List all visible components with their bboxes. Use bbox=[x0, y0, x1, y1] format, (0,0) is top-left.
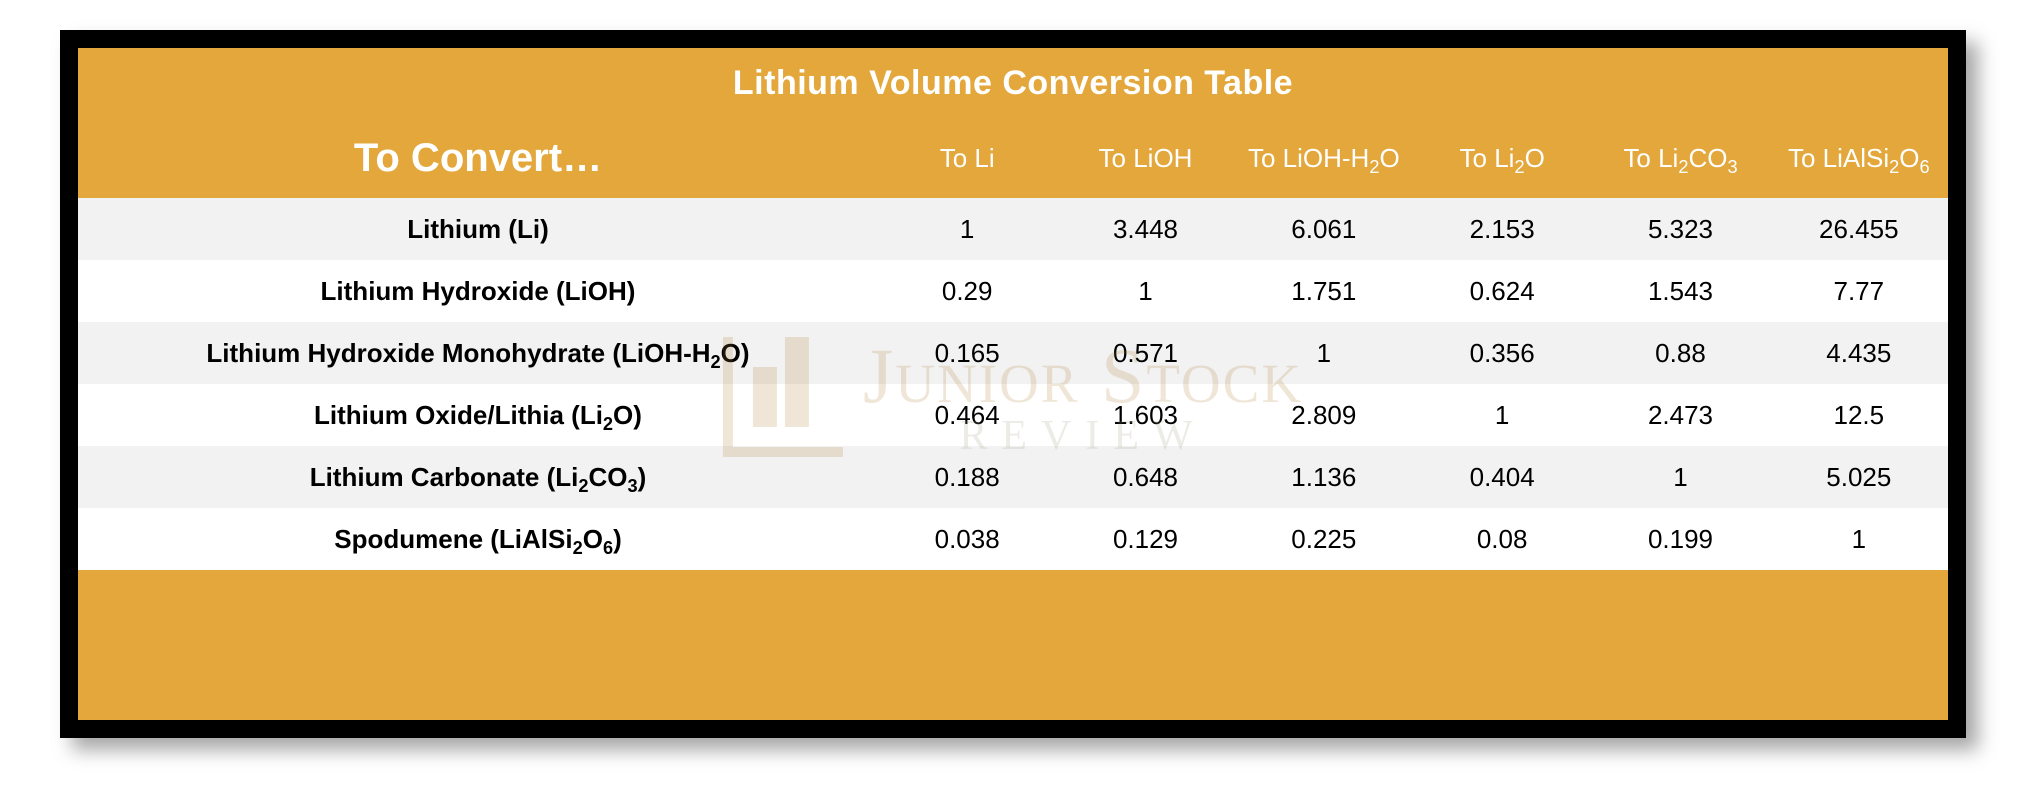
table-row: Lithium Hydroxide Monohydrate (LiOH-H2O)… bbox=[78, 322, 1948, 384]
table-cell: 1 bbox=[1591, 462, 1769, 493]
table-cell: 0.404 bbox=[1413, 462, 1591, 493]
table-cell: 0.225 bbox=[1235, 524, 1413, 555]
table-frame: Lithium Volume Conversion Table To Conve… bbox=[60, 30, 1966, 738]
table-cell: 7.77 bbox=[1770, 276, 1948, 307]
col-header: To LiOH bbox=[1056, 143, 1234, 174]
table-cell: 26.455 bbox=[1770, 214, 1948, 245]
table-cell: 1 bbox=[1413, 400, 1591, 431]
col-header: To LiAlSi2O6 bbox=[1770, 143, 1948, 174]
table-row: Lithium (Li)13.4486.0612.1535.32326.455 bbox=[78, 198, 1948, 260]
row-label: Lithium Oxide/Lithia (Li2O) bbox=[78, 400, 878, 431]
table-cell: 0.88 bbox=[1591, 338, 1769, 369]
table-cell: 4.435 bbox=[1770, 338, 1948, 369]
table-cell: 0.188 bbox=[878, 462, 1056, 493]
row-header-label: To Convert… bbox=[78, 136, 878, 181]
table-cell: 0.648 bbox=[1056, 462, 1234, 493]
table-cell: 0.464 bbox=[878, 400, 1056, 431]
table-row: Lithium Carbonate (Li2CO3)0.1880.6481.13… bbox=[78, 446, 1948, 508]
table-footer-space bbox=[78, 570, 1948, 720]
col-header: To Li2O bbox=[1413, 143, 1591, 174]
table-body: Lithium (Li)13.4486.0612.1535.32326.455L… bbox=[78, 198, 1948, 570]
table-cell: 0.129 bbox=[1056, 524, 1234, 555]
page-container: Lithium Volume Conversion Table To Conve… bbox=[0, 0, 2026, 788]
table-row: Spodumene (LiAlSi2O6)0.0380.1290.2250.08… bbox=[78, 508, 1948, 570]
table-cell: 1.603 bbox=[1056, 400, 1234, 431]
table-cell: 2.809 bbox=[1235, 400, 1413, 431]
table-cell: 6.061 bbox=[1235, 214, 1413, 245]
table-cell: 0.199 bbox=[1591, 524, 1769, 555]
column-header-row: To Convert… To Li To LiOH To LiOH-H2O To… bbox=[78, 118, 1948, 198]
table-cell: 1 bbox=[1235, 338, 1413, 369]
table-cell: 1.136 bbox=[1235, 462, 1413, 493]
table-cell: 3.448 bbox=[1056, 214, 1234, 245]
row-label: Spodumene (LiAlSi2O6) bbox=[78, 524, 878, 555]
table-cell: 1 bbox=[1056, 276, 1234, 307]
table-cell: 1 bbox=[878, 214, 1056, 245]
col-header: To Li bbox=[878, 143, 1056, 174]
table-title: Lithium Volume Conversion Table bbox=[78, 48, 1948, 118]
table-cell: 12.5 bbox=[1770, 400, 1948, 431]
table-cell: 0.356 bbox=[1413, 338, 1591, 369]
table-cell: 1.543 bbox=[1591, 276, 1769, 307]
col-header: To LiOH-H2O bbox=[1235, 143, 1413, 174]
table-cell: 0.038 bbox=[878, 524, 1056, 555]
row-label: Lithium (Li) bbox=[78, 214, 878, 245]
table-cell: 0.165 bbox=[878, 338, 1056, 369]
table-cell: 0.29 bbox=[878, 276, 1056, 307]
table-row: Lithium Hydroxide (LiOH)0.2911.7510.6241… bbox=[78, 260, 1948, 322]
row-label: Lithium Carbonate (Li2CO3) bbox=[78, 462, 878, 493]
col-header: To Li2CO3 bbox=[1591, 143, 1769, 174]
table-cell: 2.473 bbox=[1591, 400, 1769, 431]
table-cell: 0.624 bbox=[1413, 276, 1591, 307]
table-cell: 0.571 bbox=[1056, 338, 1234, 369]
row-label: Lithium Hydroxide Monohydrate (LiOH-H2O) bbox=[78, 338, 878, 369]
table-row: Lithium Oxide/Lithia (Li2O)0.4641.6032.8… bbox=[78, 384, 1948, 446]
table-cell: 2.153 bbox=[1413, 214, 1591, 245]
table-cell: 5.323 bbox=[1591, 214, 1769, 245]
table-cell: 0.08 bbox=[1413, 524, 1591, 555]
table-cell: 5.025 bbox=[1770, 462, 1948, 493]
table-cell: 1 bbox=[1770, 524, 1948, 555]
table-cell: 1.751 bbox=[1235, 276, 1413, 307]
row-label: Lithium Hydroxide (LiOH) bbox=[78, 276, 878, 307]
